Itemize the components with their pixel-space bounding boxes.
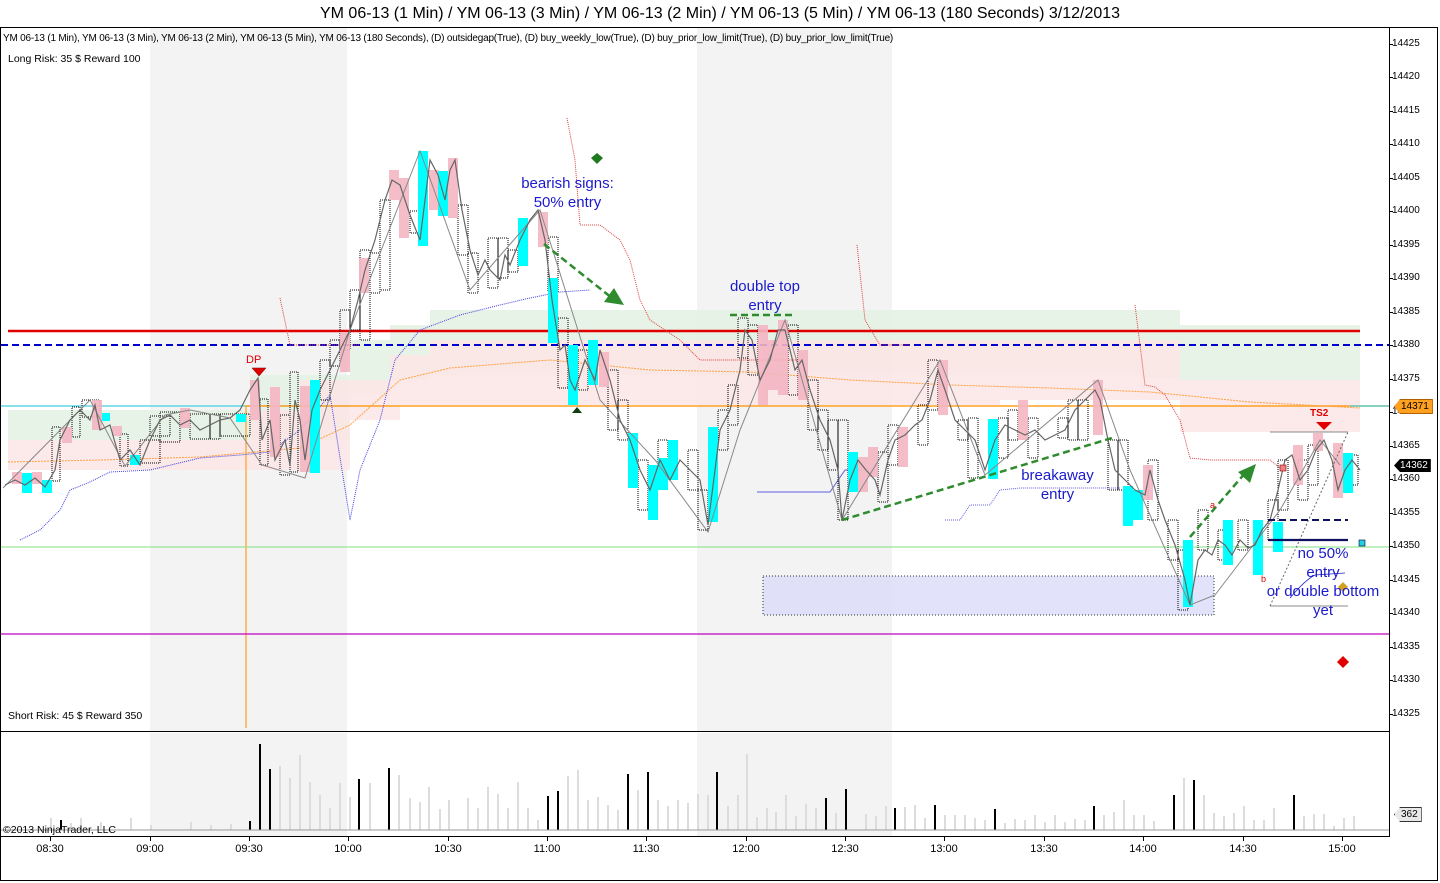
- chart-frame: [0, 27, 1438, 881]
- y-tick: 14355: [1389, 507, 1420, 518]
- price-panel[interactable]: [1, 28, 1389, 731]
- price-chart-svg: [1, 28, 1389, 731]
- x-tick: 10:30: [434, 843, 462, 855]
- volume-chart-svg: [1, 733, 1389, 836]
- ts2-marker: [1316, 422, 1332, 430]
- y-tick: 14365: [1389, 440, 1420, 451]
- zigzag-line: [2, 149, 1341, 606]
- ts2-label: TS2: [1310, 408, 1329, 419]
- copyright: ©2013 NinjaTrader, LLC: [3, 824, 116, 836]
- x-tick: 08:30: [36, 843, 64, 855]
- y-tick: 14330: [1389, 674, 1420, 685]
- y-tick: 14405: [1389, 172, 1420, 183]
- a-label: a: [1210, 500, 1216, 510]
- green-arrows: [543, 243, 1247, 538]
- annotation-double-top: double top entry: [729, 278, 801, 314]
- x-tick: 11:00: [533, 843, 561, 855]
- x-tick: 14:30: [1229, 843, 1257, 855]
- short-risk-label: Short Risk: 45 $ Reward 350: [8, 710, 143, 722]
- red-square: [1279, 464, 1287, 472]
- price-line: [4, 158, 1361, 606]
- x-tick: 12:00: [732, 843, 760, 855]
- green-triangle: [572, 407, 582, 413]
- y-tick: 14390: [1389, 272, 1420, 283]
- volume-tag: 362: [1394, 807, 1422, 822]
- green-diamond: [591, 153, 603, 164]
- stop-red-4: [1134, 304, 1281, 469]
- y-tick: 14410: [1389, 138, 1420, 149]
- x-tick: 10:00: [334, 843, 362, 855]
- price-axis-line: [1389, 28, 1390, 836]
- x-tick: 13:00: [930, 843, 958, 855]
- orange-price-tag: 14371: [1394, 399, 1433, 414]
- y-tick: 14325: [1389, 708, 1420, 719]
- arrow-head-2: [1238, 464, 1256, 483]
- support-box: [762, 575, 1215, 616]
- y-tick: 14375: [1389, 373, 1420, 384]
- time-axis-line: [1, 836, 1390, 837]
- orange-diamond: [1338, 582, 1348, 592]
- annotation-curve: [1289, 572, 1346, 599]
- x-tick: 11:30: [632, 843, 660, 855]
- x-tick: 12:30: [831, 843, 859, 855]
- red-diamond: [1337, 656, 1349, 668]
- annotation-bearish: bearish signs: 50% entry: [521, 175, 614, 211]
- dp-marker: [251, 367, 267, 377]
- up-bars: [22, 151, 1353, 607]
- b-label: b: [1261, 574, 1267, 584]
- x-tick: 13:30: [1030, 843, 1058, 855]
- y-tick: 14385: [1389, 306, 1420, 317]
- x-tick: 14:00: [1129, 843, 1157, 855]
- pink-zone: [8, 340, 1360, 470]
- x-tick: 09:00: [136, 843, 164, 855]
- annotation-breakaway: breakaway entry: [1021, 467, 1094, 503]
- volume-bars-gray: [50, 754, 1355, 830]
- y-tick: 14360: [1389, 473, 1420, 484]
- y-tick: 14345: [1389, 574, 1420, 585]
- y-tick: 14340: [1389, 607, 1420, 618]
- y-tick: 14335: [1389, 641, 1420, 652]
- stop-red-3: [856, 244, 910, 346]
- arrow-head-1: [604, 288, 624, 305]
- volume-bars-black: [60, 744, 1295, 830]
- dp-label: DP: [246, 354, 262, 366]
- y-tick: 14400: [1389, 205, 1420, 216]
- volume-panel[interactable]: [1, 733, 1389, 836]
- cyan-square: [1358, 539, 1366, 547]
- stop-red-1: [279, 297, 360, 346]
- indicator-legend: YM 06-13 (1 Min), YM 06-13 (3 Min), YM 0…: [3, 33, 894, 44]
- y-tick: 14395: [1389, 239, 1420, 250]
- panel-divider: [1, 731, 1390, 732]
- chart-title: YM 06-13 (1 Min) / YM 06-13 (3 Min) / YM…: [319, 5, 1121, 22]
- x-tick: 09:30: [235, 843, 263, 855]
- y-tick: 14380: [1389, 339, 1420, 350]
- annotation-no-50: no 50% entry or double bottom yet: [1266, 545, 1380, 619]
- y-tick: 14350: [1389, 540, 1420, 551]
- y-tick: 14415: [1389, 105, 1420, 116]
- x-tick: 15:00: [1328, 843, 1356, 855]
- long-risk-label: Long Risk: 35 $ Reward 100: [8, 53, 141, 65]
- y-tick: 14425: [1389, 38, 1420, 49]
- last-price-tag: 14362: [1394, 459, 1431, 472]
- y-tick: 14420: [1389, 71, 1420, 82]
